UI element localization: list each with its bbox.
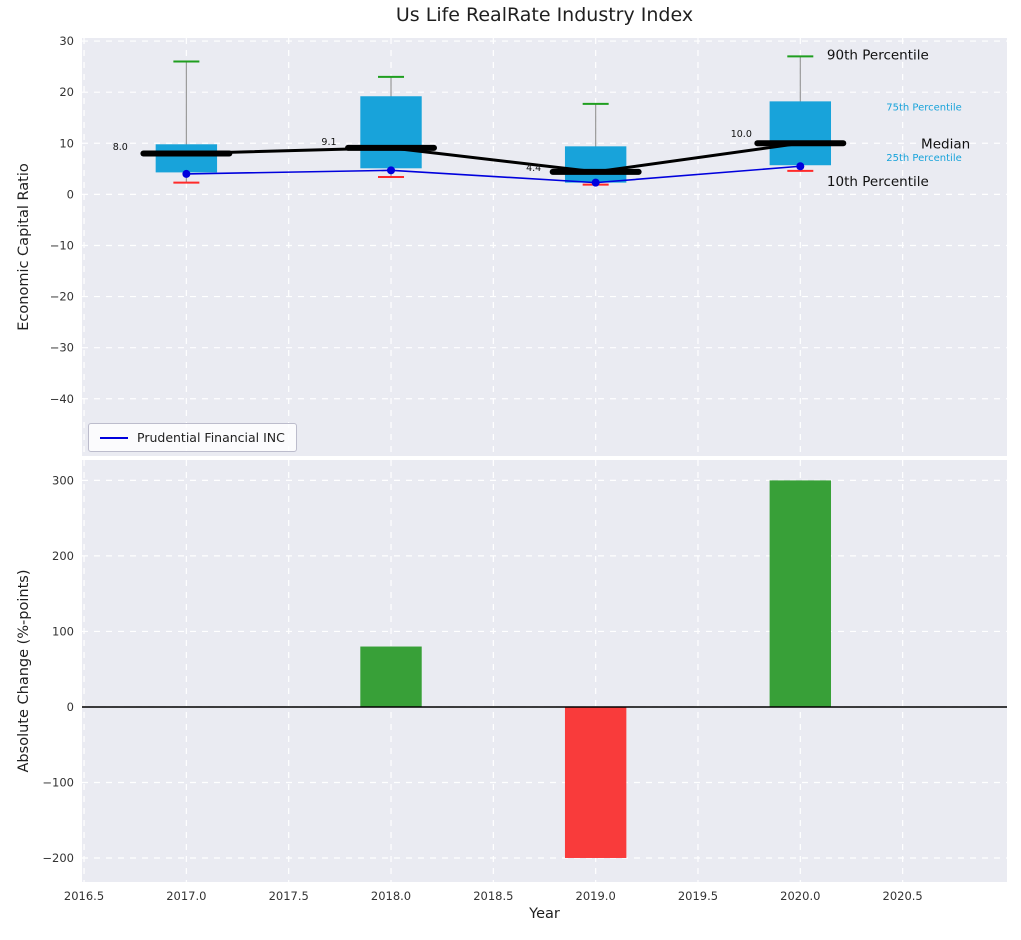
ytick-top: −30 (50, 341, 74, 355)
ytick-top: 10 (59, 136, 74, 150)
company-line (186, 165, 801, 184)
legend-line-sample (100, 436, 128, 439)
xtick: 2017.0 (166, 889, 206, 903)
iqr-box (155, 144, 218, 173)
ytick-top: 0 (67, 187, 74, 201)
ytick-bottom: 100 (52, 624, 74, 638)
company-marker-2018 (387, 166, 396, 175)
ytick-top: −20 (50, 290, 74, 304)
ylabel-bottom: Absolute Change (%-points) (16, 569, 32, 773)
ytick-top: −10 (50, 238, 74, 252)
tick-labels: 3020100−10−20−30−403002001000−100−200201… (42, 34, 922, 903)
annotation: 75th Percentile (886, 103, 962, 114)
change-bar-2018 (360, 646, 422, 707)
xtick: 2018.0 (371, 889, 411, 903)
company-marker-2019 (591, 178, 600, 187)
ytick-bottom: −100 (42, 775, 74, 789)
box-2020 (769, 55, 832, 172)
ytick-bottom: 0 (67, 700, 74, 714)
ytick-bottom: 200 (52, 549, 74, 563)
median-value-label: 4.4 (526, 163, 541, 174)
legend: Prudential Financial INC (88, 423, 297, 452)
xtick: 2019.0 (576, 889, 616, 903)
annotation: 10th Percentile (827, 174, 929, 190)
box-2018 (360, 75, 422, 178)
ytick-top: 30 (59, 34, 74, 48)
xtick: 2019.5 (678, 889, 718, 903)
bottom-panel-bg (82, 460, 1007, 882)
iqr-box (360, 96, 422, 169)
company-marker-2020 (796, 162, 805, 171)
xtick: 2017.5 (269, 889, 309, 903)
legend-label: Prudential Financial INC (137, 430, 285, 445)
iqr-box (564, 146, 627, 183)
ytick-bottom: −200 (42, 851, 74, 865)
xtick: 2020.5 (883, 889, 923, 903)
ytick-bottom: 300 (52, 473, 74, 487)
ytick-top: −40 (50, 392, 74, 406)
change-bar-2019 (564, 706, 627, 858)
top-panel-bg (82, 38, 1007, 456)
annotation: 25th Percentile (886, 153, 962, 164)
box-2017 (155, 60, 218, 184)
xlabel: Year (529, 906, 560, 922)
xtick: 2016.5 (64, 889, 104, 903)
annotation: 90th Percentile (827, 48, 929, 64)
chart-title: Us Life RealRate Industry Index (395, 4, 694, 26)
gridlines (82, 38, 1007, 882)
ylabel-top: Economic Capital Ratio (16, 163, 32, 331)
xtick: 2018.5 (473, 889, 513, 903)
median-value-label: 8.0 (113, 142, 128, 153)
xtick: 2020.0 (780, 889, 820, 903)
median-value-label: 10.0 (731, 129, 752, 140)
ytick-top: 20 (59, 85, 74, 99)
change-bar-2020 (769, 480, 832, 707)
annotation: Median (921, 137, 970, 153)
box-2019 (564, 102, 627, 186)
median-value-label: 9.1 (321, 137, 336, 148)
median-connect-line (186, 141, 801, 174)
iqr-box (769, 101, 832, 166)
company-marker-2017 (182, 169, 191, 178)
